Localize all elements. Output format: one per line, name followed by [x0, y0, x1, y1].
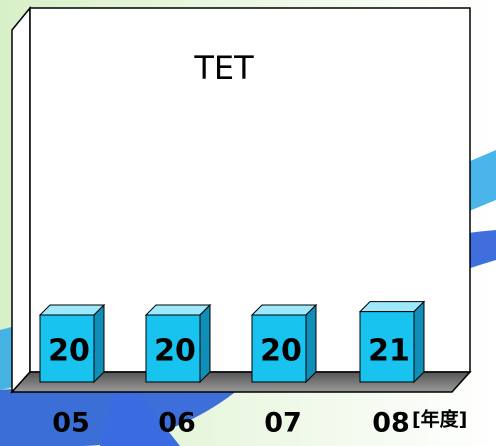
value-label: 20	[154, 334, 196, 369]
bar	[359, 311, 415, 383]
x-unit: [年度]	[412, 408, 467, 431]
bar-top	[358, 301, 426, 313]
value-label: 20	[48, 334, 90, 369]
bar-top	[38, 304, 106, 316]
chart-title: TET	[193, 49, 254, 87]
bar-top	[250, 304, 318, 316]
value-label: 21	[368, 334, 410, 369]
x-tick-label: 05	[52, 408, 90, 439]
x-tick-label: 08	[372, 408, 410, 439]
x-tick-label: 06	[158, 408, 196, 439]
bar-side	[305, 303, 317, 384]
bar	[251, 314, 307, 383]
floor	[10, 371, 472, 393]
bar	[145, 314, 201, 383]
bar-side	[93, 303, 105, 384]
bar-top	[144, 304, 212, 316]
bar	[39, 314, 95, 383]
bar-side	[413, 300, 425, 384]
bar-side	[199, 303, 211, 384]
x-tick-label: 07	[264, 408, 302, 439]
value-label: 20	[260, 334, 302, 369]
side-wall	[11, 5, 31, 394]
